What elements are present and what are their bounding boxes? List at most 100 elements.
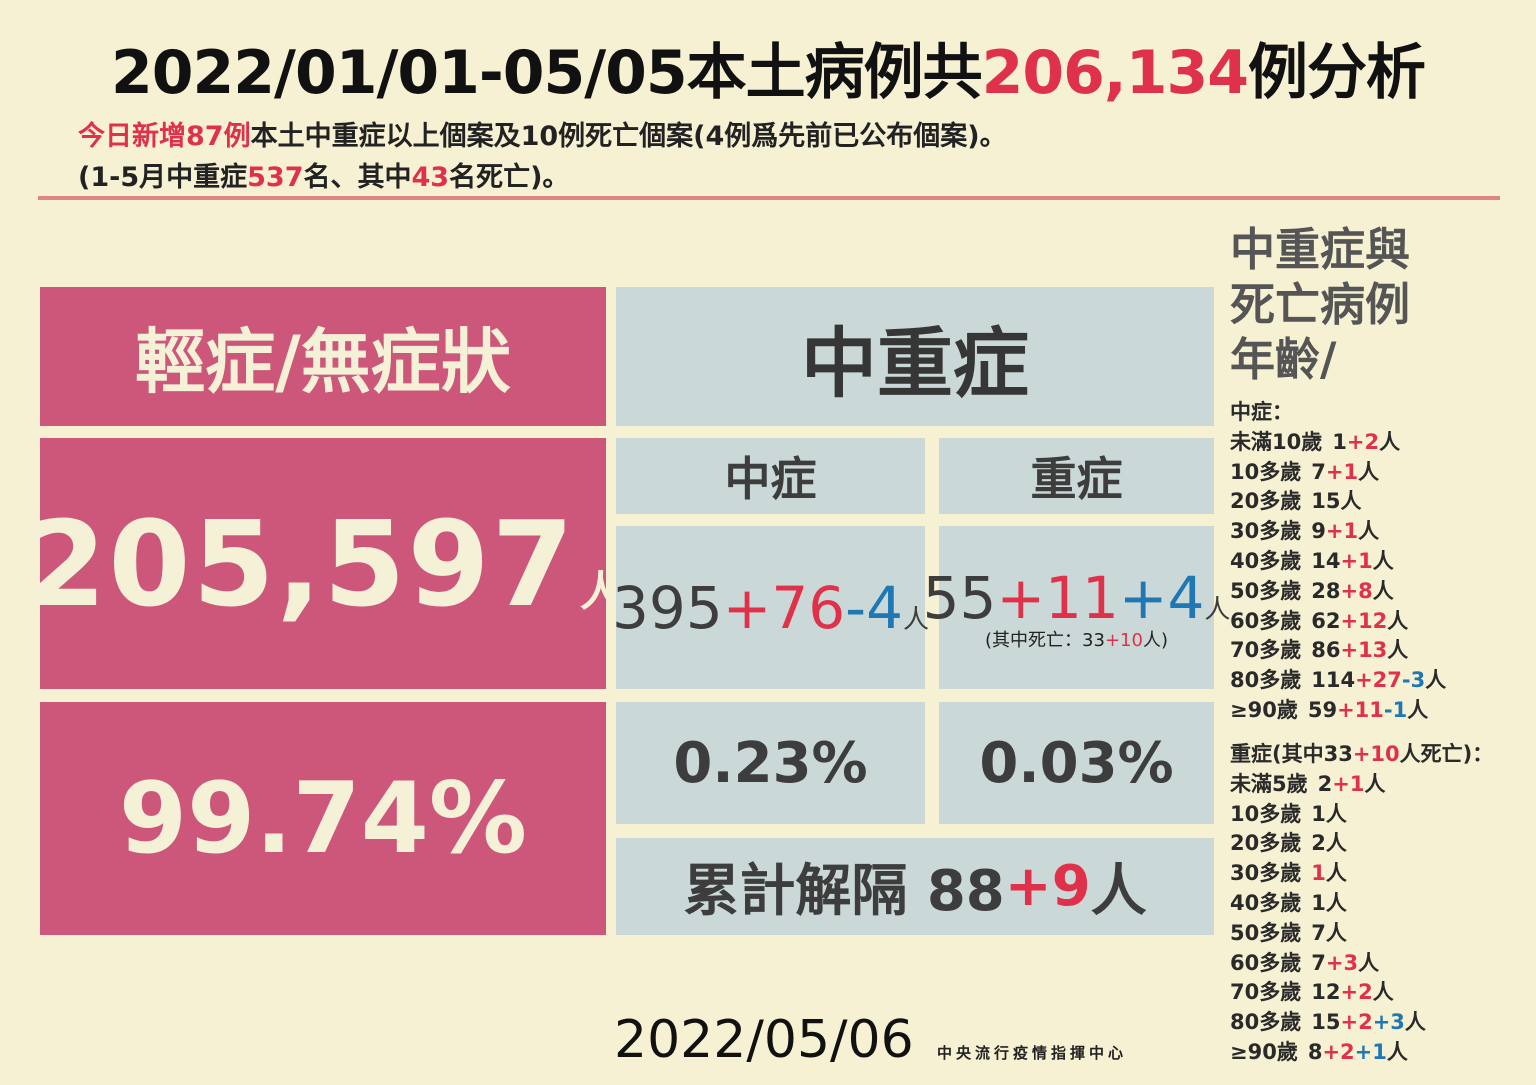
age-row-age: 30多歲 (1230, 519, 1302, 544)
age-row-base: 1 (1332, 429, 1347, 454)
age-row-plus: +11 (1337, 697, 1384, 722)
severe-label: 重症 (939, 438, 1214, 514)
discharged-plus: +9 (1004, 854, 1091, 919)
age-row-plus: +12 (1340, 608, 1388, 633)
death-note-plus: +10 (1104, 629, 1143, 651)
age-row-unit: 人 (1325, 831, 1347, 856)
age-row-unit: 人 (1387, 638, 1409, 663)
age-row: 50多歲 28+8人 (1230, 577, 1446, 607)
severe-list-heading: 重症(其中33+10人死亡)： (1230, 740, 1493, 770)
age-row-base: 2 (1317, 771, 1333, 796)
age-row-unit: 人 (1372, 578, 1394, 603)
age-row-unit: 人 (1404, 1010, 1426, 1035)
age-row: 10多歲 7+1人 (1230, 458, 1446, 488)
subtitle-2-deaths: 43 (411, 162, 450, 193)
age-row: 70多歲 86+13人 (1230, 636, 1446, 666)
age-row-age: ≥90歲 (1230, 697, 1298, 722)
age-row-base: 1 (1311, 890, 1326, 915)
mild-count-box: 205,597 人 (24, 438, 622, 689)
subtitle-line-2: (1-5月中重症537名、其中43名死亡)。 (78, 155, 569, 194)
age-row-age: 40多歲 (1230, 548, 1302, 573)
moderate-count-unit: 人 (902, 604, 929, 635)
age-row-base: 7 (1311, 459, 1326, 484)
age-row-age: 40多歲 (1230, 890, 1302, 915)
age-row-plus: +1 (1325, 459, 1359, 484)
subtitle-line-1: 今日新增87例本土中重症以上個案及10例死亡個案(4例爲先前已公布個案)。 (78, 114, 1007, 153)
age-row-base: 7 (1311, 950, 1326, 975)
age-row-age: 30多歲 (1230, 861, 1302, 886)
age-row-base: 7 (1311, 920, 1326, 945)
age-row: ≥90歲 8+2+1人 (1230, 1038, 1493, 1068)
age-row-base: 86 (1311, 638, 1341, 663)
severe-heading-plus: +10 (1352, 742, 1400, 766)
age-row-age: 50多歲 (1230, 578, 1302, 603)
severe-header: 中重症 (616, 287, 1214, 426)
age-row-base: 59 (1307, 697, 1338, 722)
severe-count-unit: 人 (1204, 594, 1231, 625)
age-row-base: 114 (1311, 668, 1356, 693)
age-row-base: 62 (1311, 608, 1341, 633)
age-row-age: 70多歲 (1230, 980, 1302, 1005)
age-row-unit: 人 (1379, 429, 1401, 454)
age-row: 40多歲 1人 (1230, 889, 1493, 919)
age-row-base: 1 (1311, 801, 1326, 826)
age-row: ≥90歲 59+11-1人 (1230, 696, 1446, 726)
age-row-plus: +2 (1322, 1039, 1355, 1064)
age-row-plus2: +3 (1372, 1010, 1405, 1035)
organization-name: 中央流行疫情指揮中心 (937, 1044, 1128, 1062)
age-row: 未滿10歲 1+2人 (1230, 428, 1446, 458)
age-row: 80多歲 15+2+3人 (1230, 1008, 1493, 1038)
age-row: 10多歲 1人 (1230, 800, 1493, 830)
age-row-unit: 人 (1358, 519, 1380, 544)
side-title-line-3: 年齡/ (1230, 333, 1337, 386)
severe-heading-c: 人死亡)： (1399, 742, 1494, 766)
side-title: 中重症與 死亡病例 年齡/ (1230, 222, 1410, 387)
age-row-age: 10多歲 (1230, 459, 1302, 484)
age-row-plus: +13 (1340, 638, 1388, 663)
age-row-plus: +1 (1325, 519, 1359, 544)
age-row-base: 12 (1311, 980, 1341, 1005)
report-date: 2022/05/06 (614, 1010, 914, 1070)
age-row-base: 28 (1311, 578, 1341, 603)
age-row-plus: +1 (1332, 771, 1365, 796)
moderate-percent: 0.23% (616, 702, 925, 824)
age-row-plus: +27 (1355, 668, 1402, 693)
age-row-unit: 人 (1425, 668, 1447, 693)
severe-count-base: 55 (922, 563, 997, 632)
age-row-minus: -1 (1383, 697, 1408, 722)
moderate-age-list: 中症： 未滿10歲 1+2人 10多歲 7+1人 20多歲 15人 30多歲 9+1人 40多歲… (1230, 398, 1446, 726)
severe-count: 55+11+4人 (923, 564, 1231, 632)
new-cases-text: 今日新增87例 (78, 121, 251, 152)
age-row-unit: 人 (1358, 459, 1380, 484)
moderate-age-rows: 未滿10歲 1+2人 10多歲 7+1人 20多歲 15人 30多歲 9+1人 40多歲 14+1… (1230, 428, 1446, 726)
age-row: 70多歲 12+2人 (1230, 978, 1493, 1008)
severe-count-plus2: +4 (1118, 563, 1205, 632)
mild-percent: 99.74% (40, 702, 606, 935)
age-row-base: 9 (1311, 519, 1326, 544)
age-row: 80多歲 114+27-3人 (1230, 666, 1446, 696)
side-title-line-1: 中重症與 (1230, 223, 1411, 276)
mild-count: 205,597 (24, 494, 576, 633)
severe-count-plus: +11 (996, 563, 1119, 632)
age-row-base: 2 (1311, 831, 1326, 856)
age-row-age: 80多歲 (1230, 1010, 1302, 1035)
age-row-unit: 人 (1407, 697, 1429, 722)
age-row: 未滿5歲 2+1人 (1230, 770, 1493, 800)
age-row-unit: 人 (1358, 950, 1380, 975)
age-row-age: 10多歲 (1230, 801, 1302, 826)
age-row: 30多歲 9+1人 (1230, 517, 1446, 547)
severe-heading-a: 重症(其中33 (1230, 742, 1353, 766)
title-total: 206,134 (981, 38, 1249, 108)
age-row: 60多歲 62+12人 (1230, 607, 1446, 637)
moderate-count: 395+76-4人 (612, 574, 929, 642)
death-note-a: (其中死亡：33 (985, 629, 1105, 651)
age-row-plus2: +1 (1354, 1039, 1387, 1064)
age-row-base: 8 (1307, 1039, 1323, 1064)
age-row: 20多歲 2人 (1230, 829, 1493, 859)
mild-count-unit: 人 (579, 567, 622, 616)
age-row-unit: 人 (1364, 771, 1386, 796)
age-row-unit: 人 (1372, 548, 1394, 573)
age-row-plus: +2 (1346, 429, 1380, 454)
title-prefix: 2022/01/01-05/05本土病例共 (111, 38, 983, 108)
age-row: 30多歲 1人 (1230, 859, 1493, 889)
